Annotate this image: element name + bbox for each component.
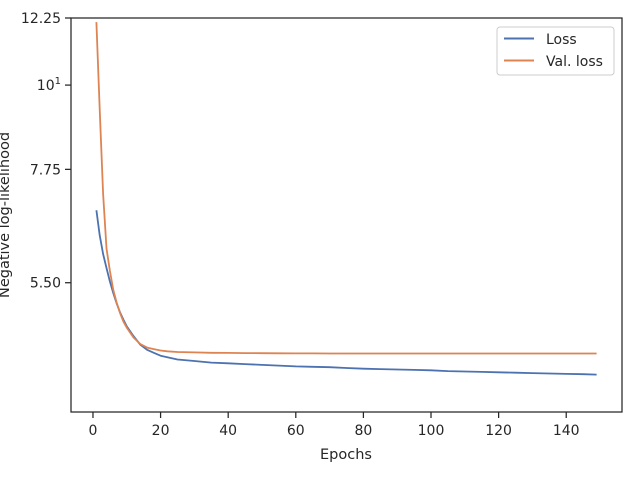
plot-frame <box>70 17 623 413</box>
y-tick-label: 12.25 <box>21 11 61 27</box>
y-axis-label: Negative log-likelihood <box>0 132 13 298</box>
x-tick-label: 140 <box>553 423 580 439</box>
x-tick-label: 60 <box>287 423 305 439</box>
x-tick-label: 20 <box>152 423 170 439</box>
y-tick-label: 5.50 <box>30 276 61 292</box>
x-axis-label: Epochs <box>320 447 372 463</box>
series-lines <box>95 22 597 376</box>
x-tick-label: 0 <box>89 423 98 439</box>
y-tick-label: 7.75 <box>30 162 61 178</box>
legend-label-val-loss: Val. loss <box>546 54 603 70</box>
series-line-val-loss <box>95 22 597 355</box>
x-tick-label: 100 <box>418 423 445 439</box>
legend: Loss Val. loss <box>496 26 615 76</box>
x-tick-label: 120 <box>485 423 512 439</box>
legend-label-loss: Loss <box>546 32 577 48</box>
x-tick-label: 80 <box>354 423 372 439</box>
x-tick-label: 40 <box>219 423 237 439</box>
